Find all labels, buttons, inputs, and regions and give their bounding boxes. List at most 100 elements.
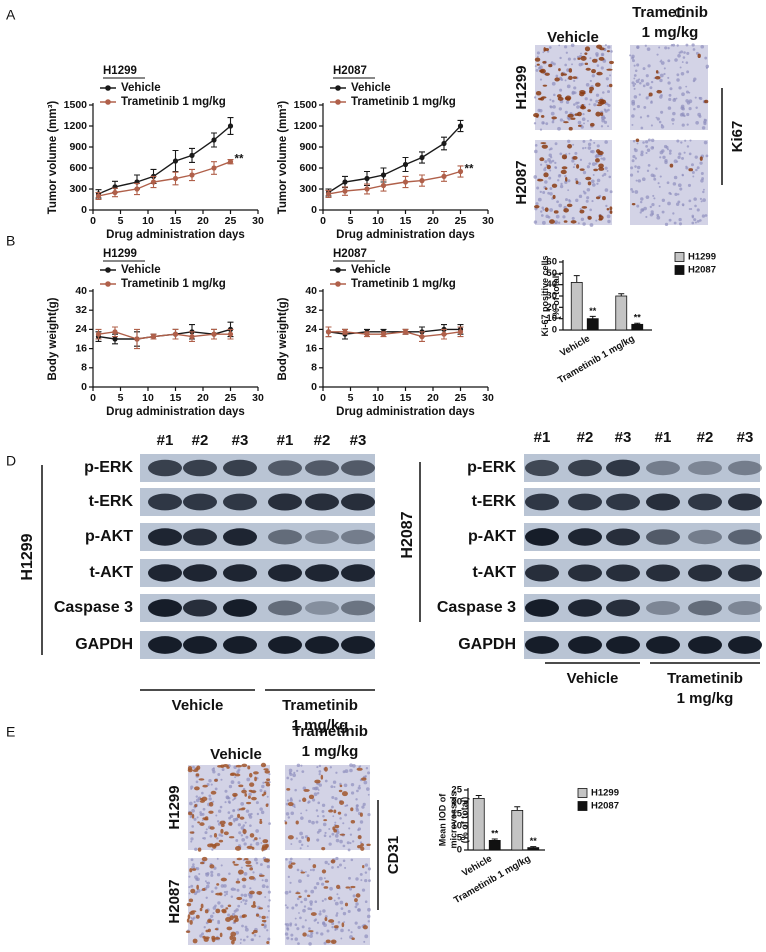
- data-point: [172, 175, 179, 182]
- nucleus: [694, 96, 697, 99]
- y-tick-label: 40: [305, 285, 317, 297]
- legend-label: H1299: [591, 788, 619, 799]
- data-point: [134, 186, 140, 192]
- nucleus: [550, 111, 555, 116]
- nucleus: [636, 170, 640, 173]
- band: [148, 528, 182, 546]
- nucleus: [634, 190, 639, 194]
- data-point: [150, 179, 157, 185]
- y-axis-label: Mean IOD of: [437, 793, 447, 847]
- nucleus: [632, 84, 636, 87]
- nucleus: [304, 870, 307, 873]
- nucleus: [578, 194, 583, 199]
- band: [341, 529, 375, 545]
- annotation: **: [530, 836, 538, 846]
- nucleus: [673, 97, 676, 100]
- nucleus: [192, 765, 195, 769]
- stain: [595, 196, 601, 200]
- nucleus: [682, 204, 685, 207]
- stain: [539, 69, 544, 73]
- y-tick-label: 10: [451, 821, 462, 832]
- nucleus: [607, 125, 610, 128]
- stain: [566, 203, 573, 208]
- nucleus: [333, 899, 336, 902]
- band: [223, 636, 257, 654]
- nucleus: [336, 865, 340, 869]
- nucleus: [582, 190, 585, 193]
- nucleus: [300, 816, 304, 820]
- x-axis-label: Drug administration days: [106, 406, 245, 418]
- nucleus: [536, 51, 540, 55]
- nucleus: [633, 95, 638, 99]
- nucleus: [549, 192, 553, 196]
- nucleus: [664, 160, 668, 165]
- chart-title: H1299: [103, 248, 137, 260]
- nucleus: [633, 77, 636, 80]
- nucleus: [545, 214, 549, 219]
- nucleus: [677, 155, 681, 159]
- nucleus: [303, 897, 308, 902]
- stain: [596, 71, 603, 76]
- stain: [199, 861, 205, 865]
- nucleus: [324, 831, 327, 835]
- data-point: [457, 123, 464, 129]
- nucleus: [565, 100, 570, 104]
- legend-label: Trametinib 1 mg/kg: [351, 96, 456, 108]
- stain: [333, 809, 337, 814]
- nucleus: [688, 199, 692, 203]
- nucleus: [633, 74, 637, 77]
- nucleus: [555, 214, 560, 219]
- nucleus: [552, 118, 555, 122]
- nucleus: [201, 932, 204, 936]
- nucleus: [700, 200, 703, 203]
- nucleus: [250, 938, 254, 942]
- row-label: H1299: [513, 65, 530, 109]
- nucleus: [694, 204, 697, 208]
- nucleus: [696, 220, 700, 223]
- nucleus: [573, 163, 576, 166]
- series-line: [98, 125, 231, 195]
- stain: [247, 765, 251, 770]
- error-bar: [475, 795, 482, 799]
- nucleus: [568, 152, 571, 155]
- nucleus: [334, 821, 337, 824]
- band: [341, 460, 375, 476]
- nucleus: [675, 202, 680, 206]
- nucleus: [589, 98, 593, 102]
- nucleus: [693, 218, 697, 222]
- nucleus: [651, 203, 655, 207]
- band: [646, 636, 680, 654]
- nucleus: [322, 815, 325, 818]
- nucleus: [261, 879, 264, 882]
- bar: [527, 847, 540, 851]
- nucleus: [631, 159, 635, 163]
- nucleus: [541, 121, 545, 125]
- nucleus: [645, 151, 648, 155]
- series-line: [328, 328, 461, 335]
- nucleus: [541, 206, 545, 210]
- stain: [263, 858, 270, 863]
- band: [148, 459, 182, 477]
- nucleus: [554, 221, 557, 225]
- nucleus: [244, 927, 249, 932]
- nucleus: [703, 140, 708, 145]
- data-point: [380, 182, 387, 189]
- nucleus: [297, 942, 300, 946]
- nucleus: [255, 801, 259, 805]
- nucleus: [605, 77, 609, 81]
- nucleus: [544, 160, 548, 164]
- stain: [220, 823, 225, 828]
- stain: [362, 925, 368, 930]
- nucleus: [647, 138, 651, 142]
- band: [646, 493, 680, 511]
- nucleus: [607, 45, 611, 49]
- nucleus: [316, 815, 320, 818]
- nucleus: [359, 841, 363, 844]
- nucleus: [664, 46, 668, 50]
- nucleus: [364, 900, 368, 904]
- nucleus: [201, 791, 204, 795]
- nucleus: [225, 892, 228, 896]
- nucleus: [698, 219, 702, 222]
- legend-label: Trametinib 1 mg/kg: [121, 96, 226, 108]
- nucleus: [661, 149, 665, 153]
